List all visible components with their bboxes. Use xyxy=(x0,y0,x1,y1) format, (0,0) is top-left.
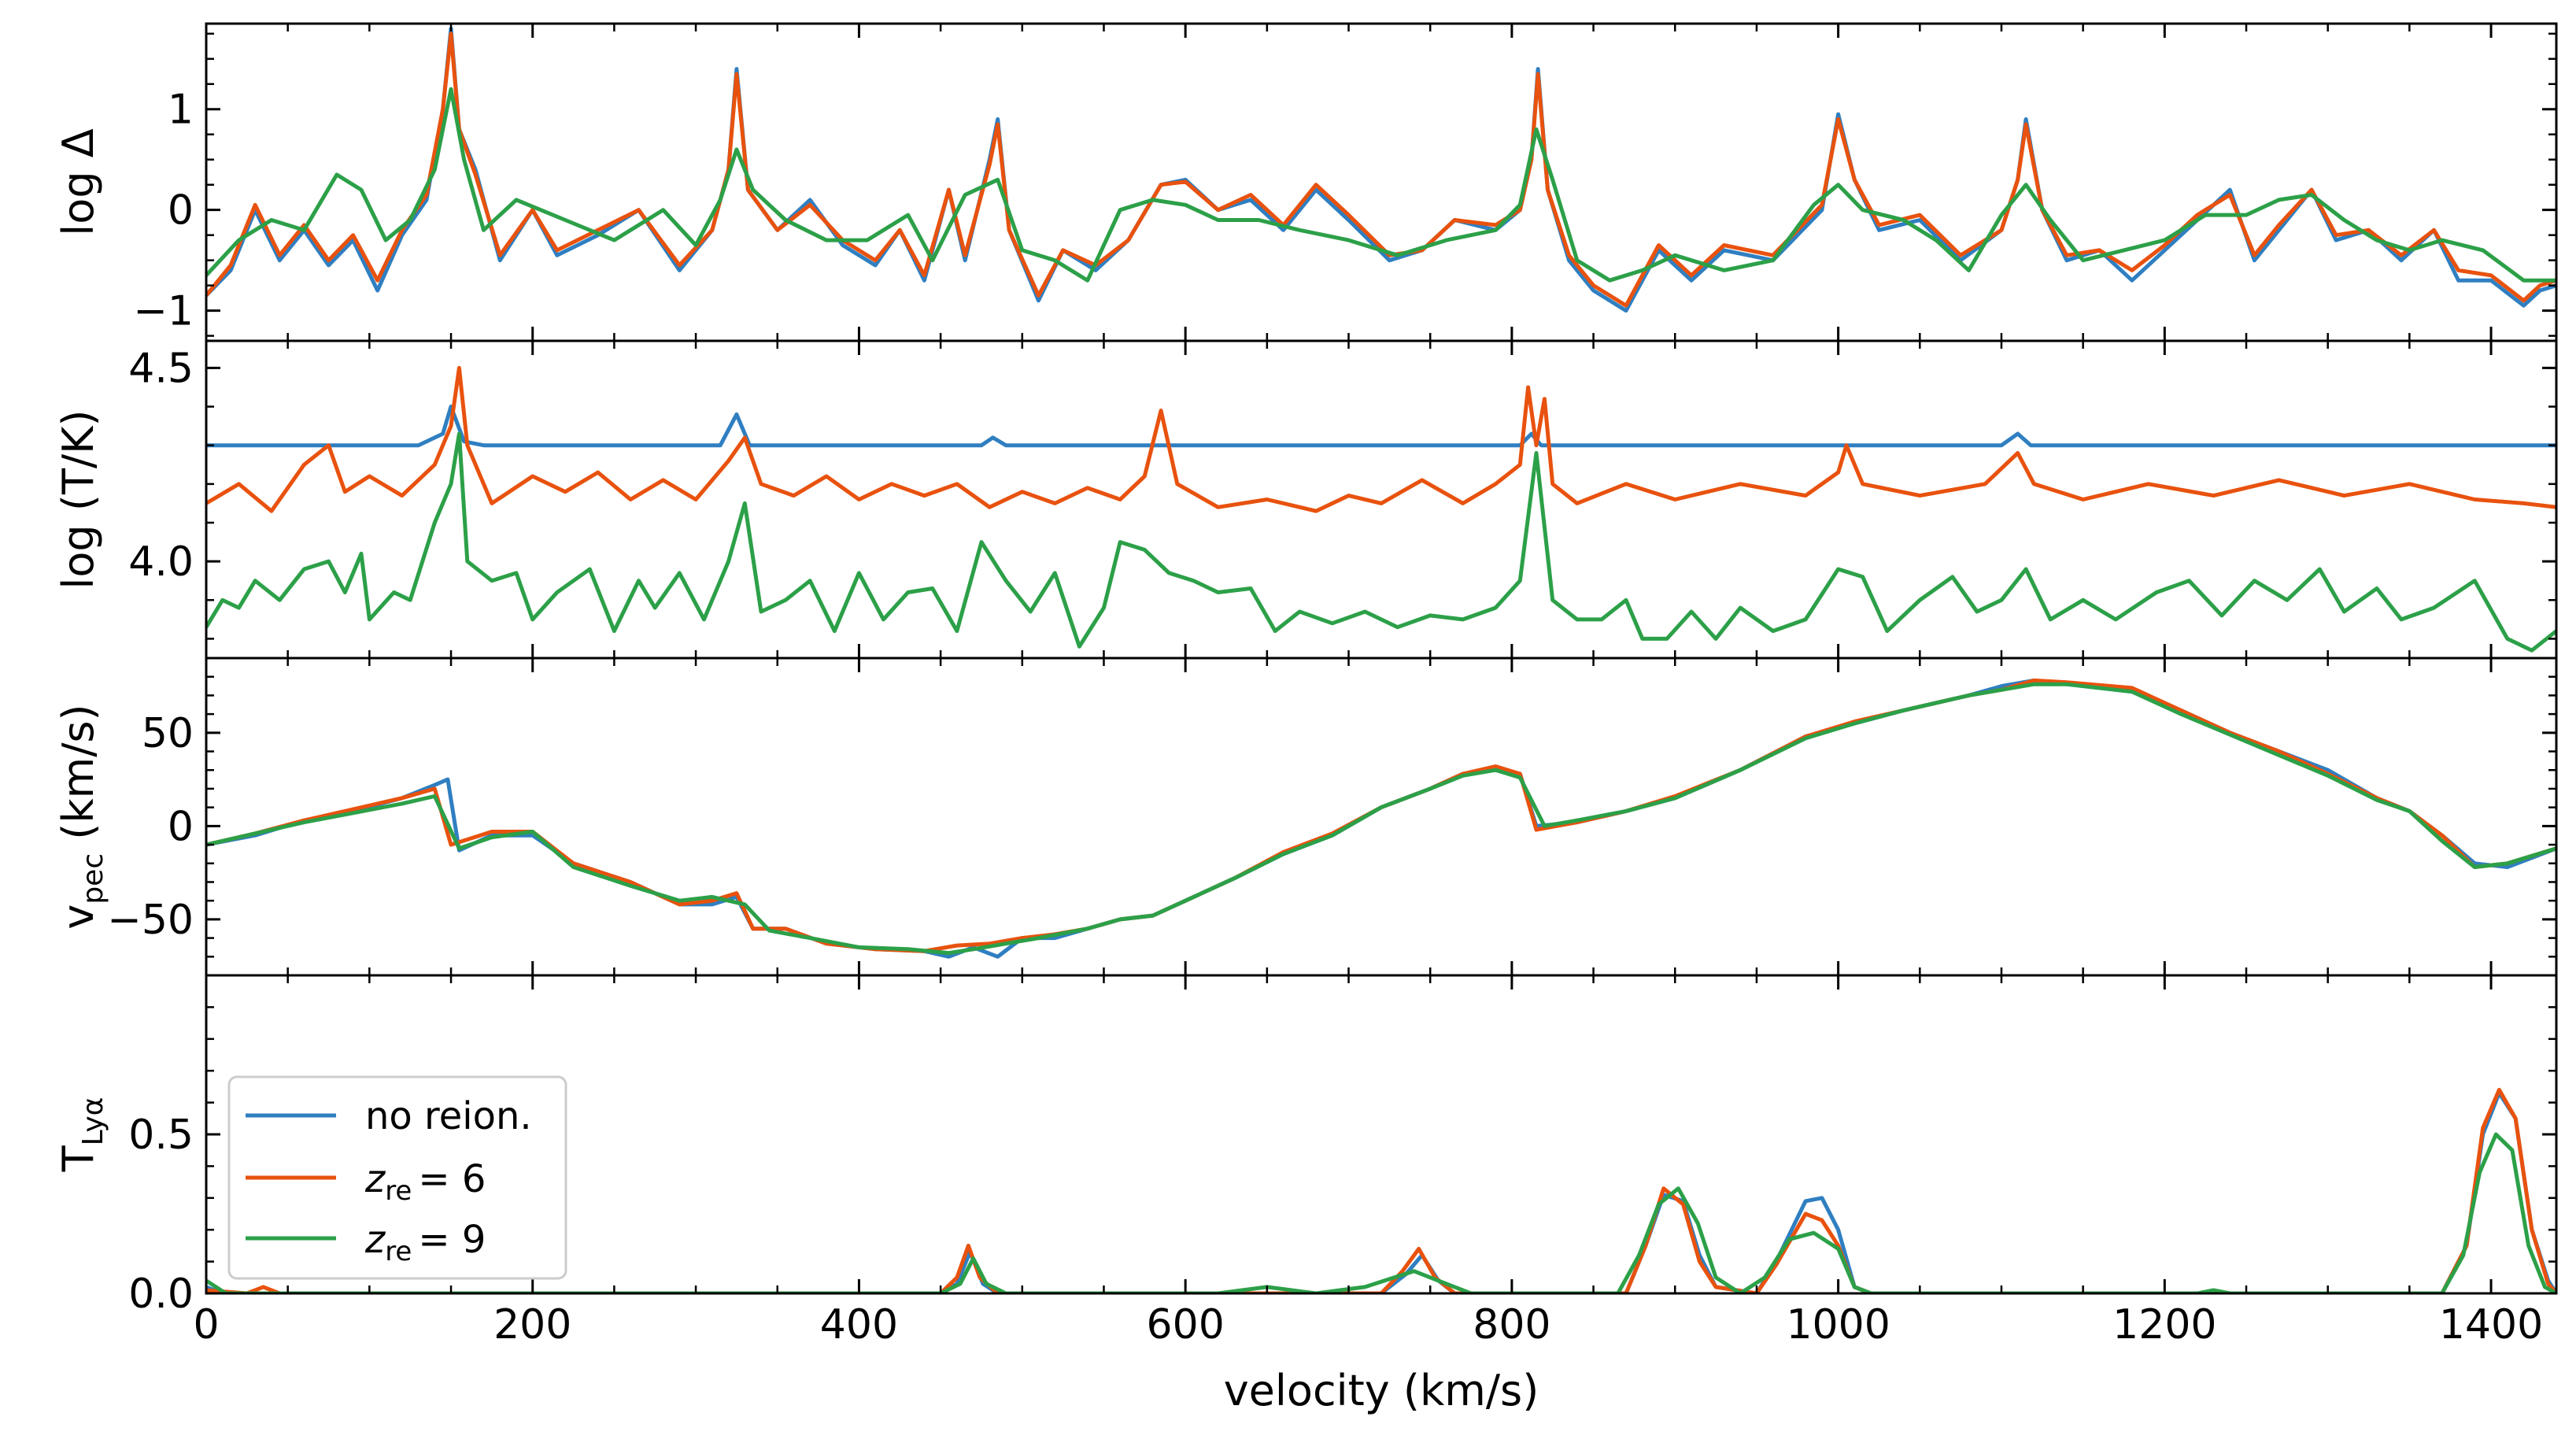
y-tick-label: 50 xyxy=(142,710,194,757)
y-axis-label-log-temperature: log (T/K) xyxy=(54,409,103,589)
y-axis-label-lya-transmission: TLyα xyxy=(54,1097,109,1173)
y-tick-label: 0 xyxy=(168,187,194,235)
x-tick-label: 1000 xyxy=(1786,1301,1890,1348)
panel-frame xyxy=(205,657,2558,977)
series-line-log-temperature-2 xyxy=(206,431,2556,653)
x-tick-label: 800 xyxy=(1473,1301,1550,1348)
legend: no reion. zre = 6 zre = 9 xyxy=(227,1075,567,1280)
legend-box xyxy=(227,1075,567,1280)
y-tick-label: −50 xyxy=(107,897,194,944)
panel-lya-transmission: 0.0 0.5 TLyα xyxy=(54,974,2558,1318)
y-tick-label: 0.0 xyxy=(128,1271,194,1318)
x-tick-label: 600 xyxy=(1147,1301,1225,1348)
panel-frame xyxy=(205,339,2558,660)
panel-log-temperature: 4.0 4.5 log (T/K) xyxy=(54,339,2558,660)
y-tick-label: 1 xyxy=(168,87,194,134)
panel-frame xyxy=(205,22,2558,342)
y-axis-label-peculiar-velocity: vpec (km/s) xyxy=(54,704,109,929)
x-tick-label: 0 xyxy=(193,1301,219,1348)
y-tick-label: 4.0 xyxy=(128,538,194,586)
y-tick-label: −1 xyxy=(133,288,194,335)
series-line-lya-transmission-2 xyxy=(206,1132,2556,1293)
x-tick-labels: 0 200 400 600 800 1000 1200 1400 xyxy=(193,1301,2543,1348)
series-line-peculiar-velocity-2 xyxy=(206,682,2556,956)
panel-log-delta: −1 0 1 log Δ xyxy=(54,22,2558,342)
y-tick-label: 4.5 xyxy=(128,345,194,392)
series-line-log-delta-2 xyxy=(206,87,2556,283)
x-tick-label: 1200 xyxy=(2112,1301,2216,1348)
legend-label-no-reion: no reion. xyxy=(365,1094,532,1138)
legend-label-zre6: zre = 6 xyxy=(364,1157,486,1207)
x-tick-label: 400 xyxy=(820,1301,898,1348)
series-line-log-delta-0 xyxy=(206,26,2556,313)
panel-peculiar-velocity: −50 0 50 vpec (km/s) xyxy=(54,657,2558,977)
y-axis-label-log-delta: log Δ xyxy=(54,128,103,235)
x-tick-label: 1400 xyxy=(2439,1301,2543,1348)
y-tick-label: 0 xyxy=(168,803,194,850)
x-axis-label: velocity (km/s) xyxy=(1224,1366,1539,1415)
series-line-log-temperature-0 xyxy=(206,405,2556,448)
series-line-log-temperature-1 xyxy=(206,365,2556,513)
series-line-log-delta-1 xyxy=(206,31,2556,308)
y-tick-label: 0.5 xyxy=(128,1112,194,1159)
x-tick-label: 200 xyxy=(493,1301,571,1348)
series-line-peculiar-velocity-1 xyxy=(206,678,2556,953)
legend-label-zre9: zre = 9 xyxy=(364,1218,486,1267)
